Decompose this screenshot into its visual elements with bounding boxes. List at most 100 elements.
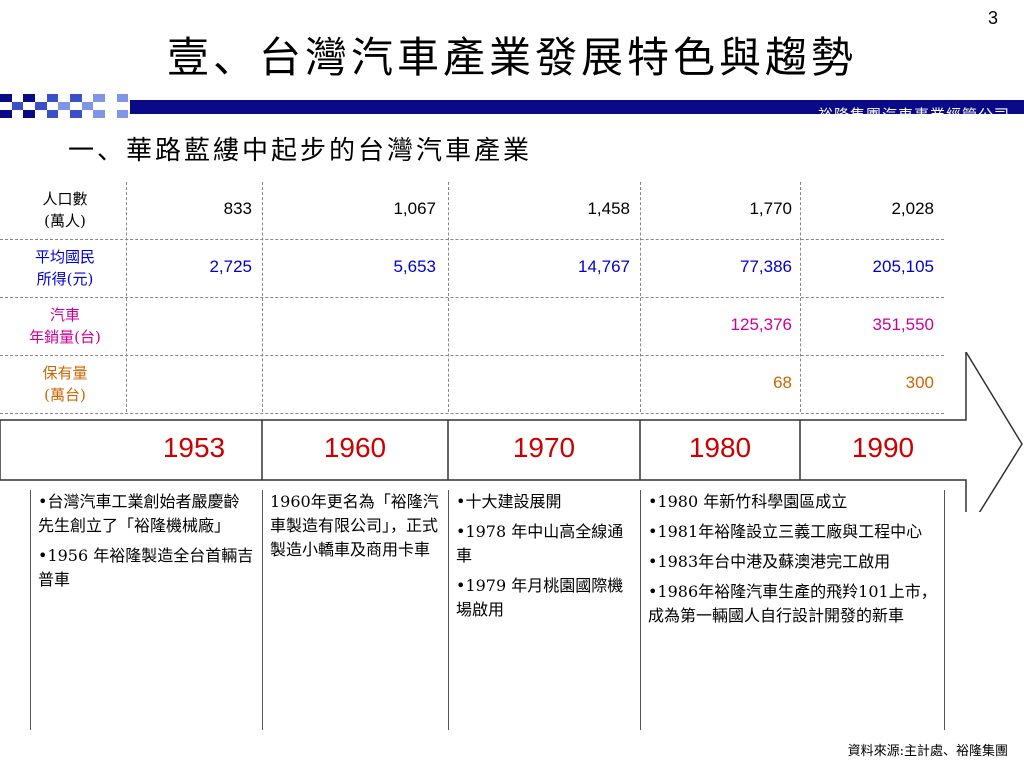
event-item: •1978 年中山高全線通車 xyxy=(456,522,624,565)
column-divider xyxy=(126,182,127,412)
stat-label-line: 保有量 xyxy=(42,364,88,382)
checker-cell xyxy=(58,94,70,102)
checker-cell xyxy=(0,102,12,110)
event-item: •1983年台中港及蘇澳港完工啟用 xyxy=(648,552,891,571)
stat-row-label: 平均國民所得(元) xyxy=(10,246,120,290)
event-item: •1956 年裕隆製造全台首輛吉普車 xyxy=(38,546,254,589)
section-subtitle: 一、華路藍縷中起步的台灣汽車產業 xyxy=(68,136,533,166)
stat-value: 351,550 xyxy=(872,315,934,334)
checker-cell xyxy=(93,102,105,110)
stat-label-line: 汽車 xyxy=(49,306,80,324)
stat-row: 平均國民所得(元) 2,725 5,653 14,767 77,386 205,105 xyxy=(0,240,944,298)
checker-cell xyxy=(128,110,140,118)
checker-cell xyxy=(93,110,105,118)
column-divider xyxy=(800,182,801,412)
stat-label-line: (萬台) xyxy=(44,386,86,404)
stat-label-line: 人口數 xyxy=(42,190,88,208)
stat-value: 68 xyxy=(773,373,792,392)
event-item: •台灣汽車工業創始者嚴慶齡先生創立了「裕隆機械廠」 xyxy=(38,492,240,535)
checker-cell xyxy=(81,94,94,102)
stat-row: 汽車年銷量(台) 125,376 351,550 xyxy=(0,298,944,356)
checker-cell xyxy=(0,94,12,102)
checker-cell xyxy=(105,94,117,102)
stat-value: 1,067 xyxy=(393,199,436,218)
stat-row: 人口數 (萬人) 833 1,067 1,458 1,770 2,028 xyxy=(0,182,944,240)
stat-value: 5,653 xyxy=(393,257,436,276)
checker-cell xyxy=(58,110,70,118)
stat-value: 125,376 xyxy=(730,315,792,334)
column-divider xyxy=(448,182,449,412)
event-column: •台灣汽車工業創始者嚴慶齡先生創立了「裕隆機械廠」 •1956 年裕隆製造全台首輛… xyxy=(38,490,254,598)
company-bar: 裕隆集團汽車事業經管公司 xyxy=(130,100,1024,124)
checker-cell xyxy=(116,94,129,102)
year-1990: 1990 xyxy=(851,432,915,463)
year-1960: 1960 xyxy=(323,432,387,463)
checker-cell xyxy=(23,94,35,102)
event-divider xyxy=(448,490,449,730)
stat-value: 205,105 xyxy=(872,257,934,276)
event-divider xyxy=(30,490,31,730)
stat-label-line: 所得(元) xyxy=(36,270,94,288)
checker-cell xyxy=(46,102,59,110)
event-item: •1979 年月桃園國際機場啟用 xyxy=(456,576,624,619)
checker-cell xyxy=(128,94,140,102)
column-divider xyxy=(262,182,263,412)
source-note: 資料來源:主計處、裕隆集團 xyxy=(847,744,1008,759)
checker-cell xyxy=(81,110,94,118)
event-column: •1980 年新竹科學園區成立 •1981年裕隆設立三義工廠與工程中心 •1983年… xyxy=(648,490,938,634)
checker-cell xyxy=(70,102,82,110)
stat-value: 1,770 xyxy=(749,199,792,218)
checker-cell xyxy=(35,110,47,118)
event-column: •十大建設展開 •1978 年中山高全線通車 •1979 年月桃園國際機場啟用 xyxy=(456,490,632,628)
checker-cell xyxy=(70,110,82,118)
stat-row-label: 人口數 (萬人) xyxy=(10,188,120,232)
page-number: 3 xyxy=(987,8,998,28)
header-band: 裕隆集團汽車事業經管公司 xyxy=(0,94,1024,124)
checker-cell xyxy=(23,102,35,110)
stat-label-line: 平均國民 xyxy=(34,248,95,266)
checker-cell xyxy=(0,110,12,118)
event-divider xyxy=(944,490,945,730)
stat-row-label: 保有量 (萬台) xyxy=(10,362,120,406)
event-divider xyxy=(640,490,641,730)
company-name: 裕隆集團汽車事業經管公司 xyxy=(817,106,1010,124)
stat-value: 833 xyxy=(223,199,252,218)
column-divider xyxy=(640,182,641,412)
stat-value: 2,028 xyxy=(891,199,934,218)
stat-value: 14,767 xyxy=(578,257,630,276)
stat-value: 300 xyxy=(905,373,934,392)
stat-value: 1,458 xyxy=(587,199,630,218)
year-1980: 1980 xyxy=(688,432,752,463)
stat-row-label: 汽車年銷量(台) xyxy=(10,304,120,348)
checker-cell xyxy=(23,110,35,118)
checker-cell xyxy=(70,94,82,102)
event-column: 1960年更名為「裕隆汽車製造有限公司」，正式製造小轎車及商用卡車 xyxy=(270,490,440,568)
stat-label-line: 年銷量(台) xyxy=(29,328,101,346)
checker-cell xyxy=(46,94,59,102)
checker-cell xyxy=(35,94,47,102)
checker-decoration xyxy=(0,94,140,118)
event-item: •1980 年新竹科學園區成立 xyxy=(648,492,848,511)
stat-value: 77,386 xyxy=(740,257,792,276)
stat-row: 保有量 (萬台) 68 300 xyxy=(0,356,944,414)
checker-cell xyxy=(93,94,105,102)
year-1970: 1970 xyxy=(512,432,576,463)
event-item: •1986年裕隆汽車生產的飛羚101上市，成為第一輛國人自行設計開發的新車 xyxy=(648,582,937,625)
checker-cell xyxy=(11,102,24,110)
checker-cell xyxy=(11,94,24,102)
checker-cell xyxy=(116,110,129,118)
checker-cell xyxy=(81,102,94,110)
event-item: 1960年更名為「裕隆汽車製造有限公司」，正式製造小轎車及商用卡車 xyxy=(270,492,439,559)
checker-cell xyxy=(105,102,117,110)
year-1953: 1953 xyxy=(162,432,226,463)
stat-value: 2,725 xyxy=(209,257,252,276)
stat-label-line: (萬人) xyxy=(44,212,86,230)
checker-cell xyxy=(11,110,24,118)
checker-cell xyxy=(58,102,70,110)
event-divider xyxy=(262,490,263,730)
checker-cell xyxy=(116,102,129,110)
checker-cell xyxy=(46,110,59,118)
checker-cell xyxy=(105,110,117,118)
event-item: •十大建設展開 xyxy=(456,492,562,511)
timeline-arrow xyxy=(0,352,1023,512)
